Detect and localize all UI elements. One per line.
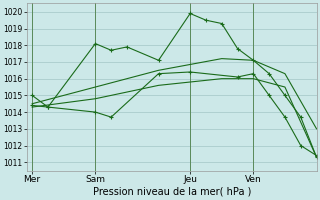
X-axis label: Pression niveau de la mer( hPa ): Pression niveau de la mer( hPa ) bbox=[92, 187, 251, 197]
